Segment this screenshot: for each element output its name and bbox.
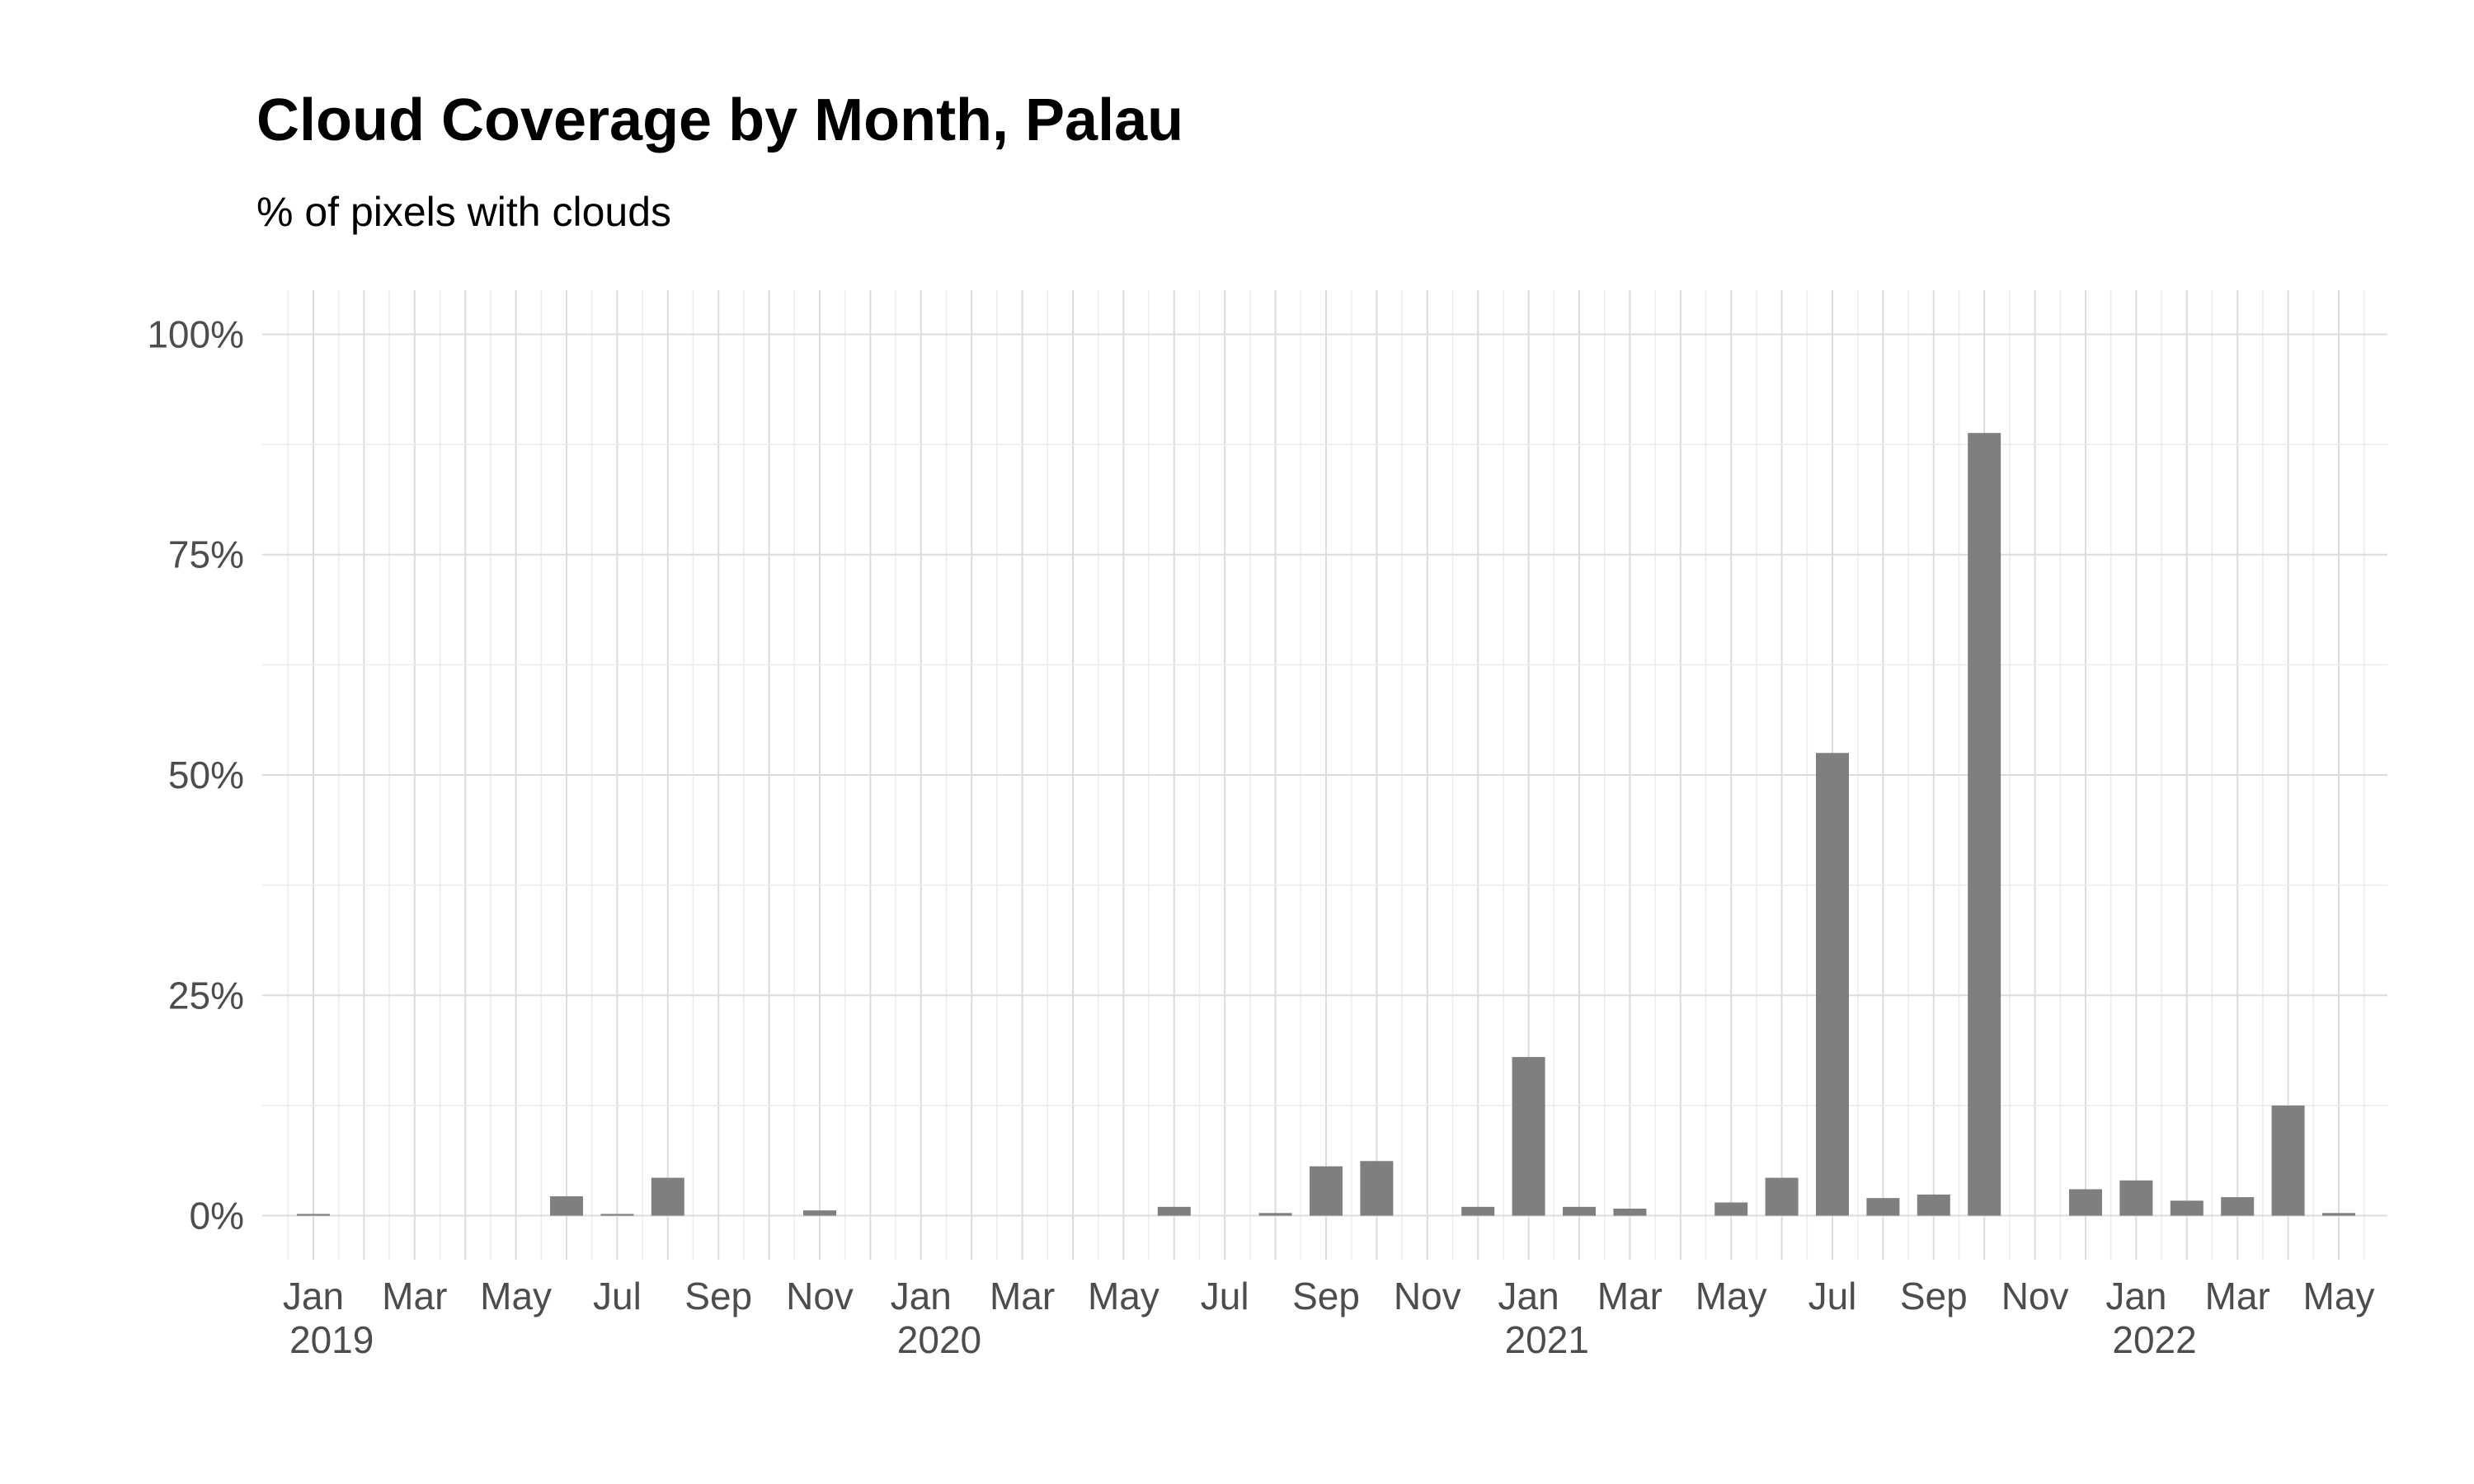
x-tick-label: Mar — [2205, 1275, 2270, 1317]
bar-2022-01 — [2119, 1180, 2153, 1216]
bar-2021-01 — [1512, 1057, 1545, 1216]
bar-2019-01 — [297, 1214, 330, 1216]
y-tick-label: 50% — [168, 754, 244, 796]
y-tick-label: 100% — [147, 312, 244, 355]
bar-2021-06 — [1765, 1177, 1799, 1216]
bar-2019-06 — [550, 1196, 583, 1216]
bar-2021-09 — [1917, 1194, 1950, 1216]
y-axis-ticks: 0% 25% 50% 75% 100% — [147, 312, 244, 1237]
x-tick-year-label: 2020 — [897, 1318, 981, 1361]
x-tick-label: Nov — [786, 1275, 854, 1317]
x-tick-label: Jan — [283, 1275, 344, 1317]
bar-2021-02 — [1563, 1206, 1596, 1216]
x-tick-label: Mar — [382, 1275, 447, 1317]
bar-2019-08 — [651, 1177, 684, 1216]
bar-2021-03 — [1613, 1208, 1647, 1216]
bar-2020-09 — [1310, 1166, 1343, 1216]
x-tick-label: Jul — [593, 1275, 642, 1317]
bar-2021-05 — [1714, 1202, 1748, 1216]
x-tick-year-label: 2021 — [1505, 1318, 1589, 1361]
grid-lines — [262, 290, 2387, 1260]
bar-2022-05 — [2322, 1213, 2355, 1216]
x-tick-label: Jan — [891, 1275, 952, 1317]
x-tick-year-label: 2019 — [289, 1318, 374, 1361]
y-tick-label: 0% — [190, 1195, 244, 1237]
x-tick-label: Nov — [2001, 1275, 2069, 1317]
x-tick-label: Sep — [684, 1275, 752, 1317]
y-tick-label: 25% — [168, 974, 244, 1017]
y-tick-label: 75% — [168, 533, 244, 576]
bar-2020-10 — [1360, 1161, 1394, 1216]
x-tick-label: May — [1696, 1275, 1767, 1317]
x-tick-label: Sep — [1292, 1275, 1360, 1317]
x-tick-label: Mar — [1597, 1275, 1663, 1317]
bar-2022-03 — [2221, 1197, 2255, 1216]
bar-2019-11 — [803, 1210, 836, 1216]
chart-title: Cloud Coverage by Month, Palau — [256, 87, 1184, 153]
bar-2020-12 — [1461, 1206, 1495, 1216]
x-tick-year-label: 2022 — [2112, 1318, 2196, 1361]
x-tick-label: Mar — [990, 1275, 1055, 1317]
x-tick-label: Jul — [1808, 1275, 1857, 1317]
x-tick-label: Jul — [1201, 1275, 1249, 1317]
bar-2022-04 — [2271, 1105, 2305, 1216]
x-tick-label: May — [2303, 1275, 2375, 1317]
bar-2021-08 — [1866, 1198, 1900, 1216]
bar-2022-02 — [2170, 1200, 2204, 1216]
x-tick-label: May — [480, 1275, 552, 1317]
x-tick-label: Jan — [2105, 1275, 2166, 1317]
bar-2021-10 — [1968, 433, 2001, 1216]
bar-2020-08 — [1258, 1213, 1292, 1216]
x-tick-label: Jan — [1498, 1275, 1559, 1317]
x-tick-label: Sep — [1900, 1275, 1968, 1317]
chart-subtitle: % of pixels with clouds — [256, 189, 672, 235]
bars — [297, 433, 2355, 1216]
x-tick-label: May — [1088, 1275, 1159, 1317]
x-tick-label: Nov — [1394, 1275, 1461, 1317]
bar-2021-07 — [1816, 753, 1849, 1216]
bar-2021-12 — [2069, 1189, 2102, 1216]
bar-2020-06 — [1157, 1206, 1191, 1216]
bar-2019-07 — [600, 1214, 634, 1216]
